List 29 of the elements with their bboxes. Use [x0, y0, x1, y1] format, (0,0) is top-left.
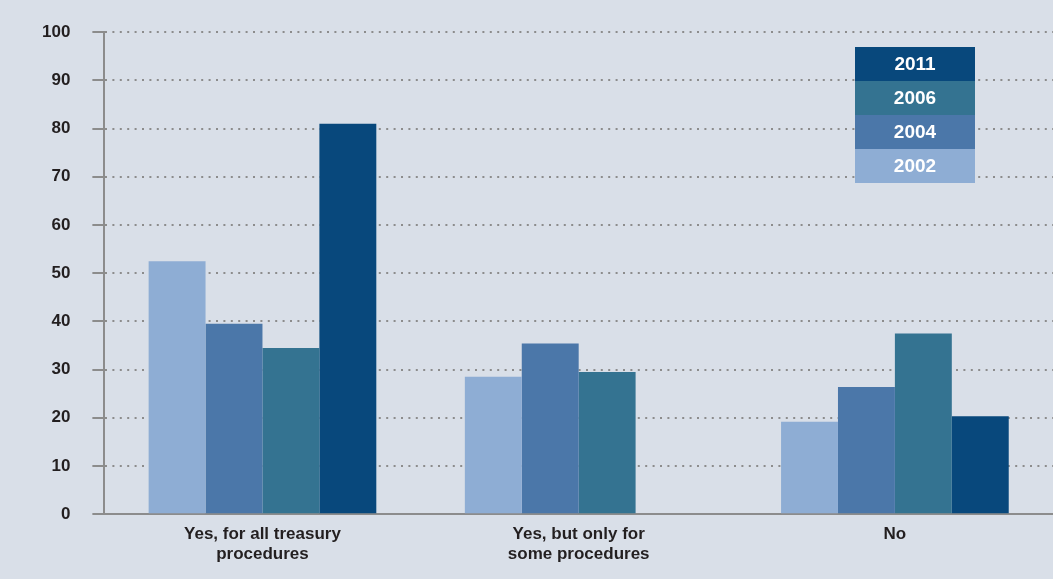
x-tick-label: Yes, but only for some procedures	[507, 524, 650, 564]
y-tick-label: 80	[51, 118, 71, 138]
bar	[837, 386, 895, 514]
y-tick-label: 70	[51, 166, 71, 186]
text: 2004	[855, 115, 975, 149]
bar	[148, 261, 206, 514]
bar	[464, 376, 522, 514]
bar	[521, 343, 579, 514]
y-tick-label: 40	[51, 311, 71, 331]
text: 2006	[855, 81, 975, 115]
y-tick-label: 0	[60, 503, 71, 523]
bar	[262, 347, 320, 514]
bar	[894, 333, 952, 514]
y-tick-label: 20	[51, 407, 71, 427]
y-tick-label: 50	[51, 262, 71, 282]
y-tick-label: 90	[51, 70, 71, 90]
x-tick-label: No	[883, 524, 907, 544]
x-tick-label: Yes, for all treasury procedures	[184, 524, 342, 564]
y-tick-label: 10	[51, 455, 71, 475]
bar	[205, 323, 263, 514]
text: 2002	[855, 149, 975, 183]
y-tick-label: 30	[51, 359, 71, 379]
y-tick-label: 100	[41, 21, 71, 41]
bar	[781, 421, 838, 514]
bar	[951, 416, 1009, 514]
bar	[578, 372, 636, 514]
text: 2011	[855, 47, 975, 81]
y-tick-label: 60	[51, 214, 71, 234]
bar	[319, 123, 377, 514]
